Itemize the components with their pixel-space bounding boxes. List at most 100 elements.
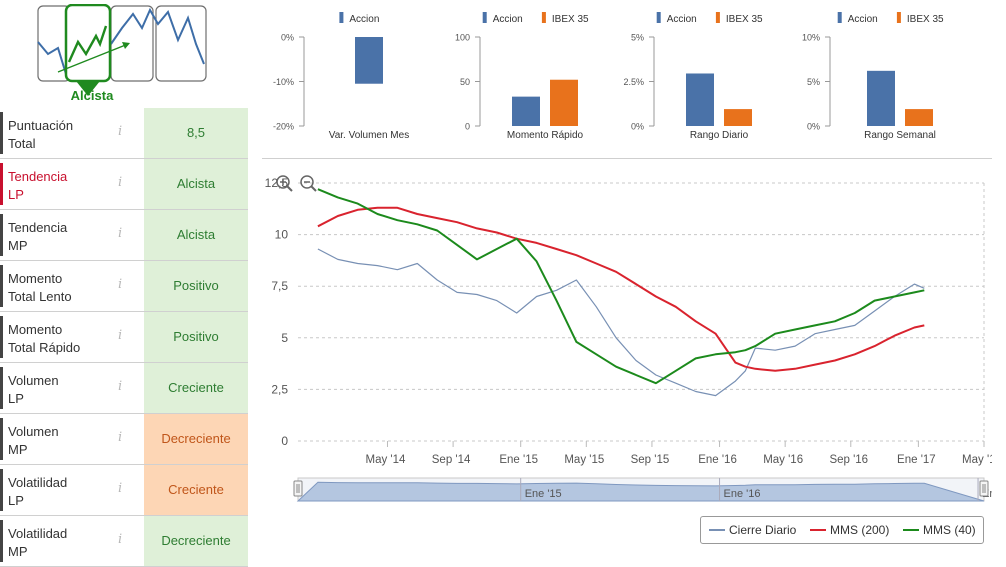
indicator-value: Positivo (144, 312, 248, 362)
info-icon[interactable]: i (118, 226, 123, 241)
y-tick-label: 0% (631, 122, 644, 132)
x-tick-label: Ene '16 (698, 454, 737, 466)
bar-accion (355, 37, 383, 84)
y-tick-label: 5 (281, 331, 288, 345)
legend-label-mms200: MMS (200) (830, 523, 890, 537)
legend-label: IBEX 35 (726, 14, 763, 25)
indicator-row[interactable]: Momento Total Lento i Positivo (0, 261, 248, 312)
x-tick-label: Ene '17 (897, 454, 936, 466)
indicator-row[interactable]: Tendencia LP i Alcista (0, 159, 248, 210)
indicator-label-line1: Tendencia (8, 169, 68, 184)
x-tick-label: Sep '14 (432, 454, 471, 466)
mini-chart-volumen: Accion 0% -10% -20% Var. Volumen Mes (273, 12, 409, 141)
info-icon[interactable]: i (118, 379, 123, 394)
y-tick-label: 0 (281, 434, 288, 448)
legend-label: IBEX 35 (907, 14, 944, 25)
navigator-handle-left[interactable] (293, 480, 303, 497)
indicator-row[interactable]: Volumen MP i Decreciente (0, 414, 248, 465)
category-label: Var. Volumen Mes (329, 130, 409, 141)
info-icon[interactable]: i (118, 532, 123, 547)
row-marker (0, 418, 3, 460)
legend-swatch (482, 12, 487, 23)
info-icon[interactable]: i (118, 430, 123, 445)
bar-ibex (724, 109, 752, 126)
indicator-label-line2: LP (8, 493, 24, 508)
legend-swatch (541, 12, 546, 23)
navigator-handle-right[interactable] (979, 480, 989, 497)
category-label: Rango Diario (690, 130, 749, 141)
zoom-in-icon[interactable] (276, 175, 293, 192)
info-icon[interactable]: i (118, 175, 123, 190)
info-icon[interactable]: i (118, 124, 123, 139)
indicator-label-line2: LP (8, 391, 24, 406)
indicator-label-line1: Volatilidad (8, 475, 68, 490)
row-marker (0, 112, 3, 154)
indicator-row[interactable]: Volatilidad LP i Creciente (0, 465, 248, 516)
info-icon[interactable]: i (118, 277, 123, 292)
indicator-value: Alcista (144, 210, 248, 260)
indicator-row[interactable]: Volatilidad MP i Decreciente (0, 516, 248, 567)
y-tick-label: 2.5% (623, 77, 644, 87)
legend-label: Accion (667, 14, 697, 25)
indicator-row[interactable]: Tendencia MP i Alcista (0, 210, 248, 261)
indicator-label-line2: Total Rápido (8, 340, 81, 355)
indicator-label: Tendencia LP (8, 168, 112, 204)
info-icon[interactable]: i (118, 481, 123, 496)
row-marker (0, 316, 3, 358)
indicator-value: Positivo (144, 261, 248, 311)
indicator-value: Creciente (144, 363, 248, 413)
legend-label-mms40: MMS (40) (923, 523, 976, 537)
bar-accion (686, 73, 714, 126)
category-label: Rango Semanal (864, 130, 936, 141)
x-tick-label: May '17 (962, 454, 992, 466)
indicator-label-line2: LP (8, 187, 24, 202)
indicator-label: Volumen LP (8, 372, 112, 408)
navigator-label: Ene '16 (724, 488, 761, 500)
legend-swatch (715, 12, 720, 23)
zoom-out-icon[interactable] (300, 175, 317, 192)
y-tick-label: 0% (807, 122, 820, 132)
y-tick-label: 5% (631, 33, 644, 43)
bar-ibex (550, 79, 578, 126)
legend-label: Accion (349, 14, 379, 25)
indicator-row[interactable]: Volumen LP i Creciente (0, 363, 248, 414)
indicator-label-line2: MP (8, 544, 28, 559)
indicator-label-line2: MP (8, 238, 28, 253)
row-marker (0, 367, 3, 409)
indicator-row[interactable]: Puntuación Total i 8,5 (0, 108, 248, 159)
legend-swatch (339, 12, 344, 23)
legend-swatch-mms40 (903, 529, 919, 531)
x-tick-label: Ene '15 (499, 454, 538, 466)
legend-swatch (656, 12, 661, 23)
series-line-mms40 (317, 188, 925, 385)
indicator-label-line2: Total Lento (8, 289, 72, 304)
y-tick-label: 2,5 (271, 382, 288, 396)
indicator-label-line1: Momento (8, 322, 63, 337)
bar-ibex (905, 109, 933, 126)
indicator-label: Puntuación Total (8, 117, 112, 153)
indicator-label: Momento Total Rápido (8, 321, 112, 357)
y-tick-label: 100 (455, 33, 470, 43)
y-tick-label: 7,5 (271, 279, 288, 293)
indicator-row[interactable]: Momento Total Rápido i Positivo (0, 312, 248, 363)
chart-legend: Cierre Diario MMS (200) MMS (40) (700, 516, 984, 544)
row-marker (0, 265, 3, 307)
legend-label: IBEX 35 (552, 14, 589, 25)
indicator-label-line2: Total (8, 136, 36, 151)
info-icon[interactable]: i (118, 328, 123, 343)
y-tick-label: -20% (273, 122, 294, 132)
indicator-label-line1: Volumen (8, 373, 59, 388)
indicator-label-line1: Volumen (8, 424, 59, 439)
x-tick-label: Sep '16 (829, 454, 868, 466)
indicator-value: Decreciente (144, 414, 248, 464)
bar-accion (512, 96, 540, 126)
indicator-label: Volatilidad MP (8, 525, 112, 561)
y-tick-label: 50 (460, 77, 470, 87)
indicator-value: 8,5 (144, 108, 248, 158)
legend-swatch-mms200 (810, 529, 826, 531)
y-tick-label: -10% (273, 77, 294, 87)
legend-label: Accion (493, 14, 523, 25)
y-tick-label: 10% (802, 33, 820, 43)
indicator-label-line1: Puntuación (8, 118, 74, 133)
